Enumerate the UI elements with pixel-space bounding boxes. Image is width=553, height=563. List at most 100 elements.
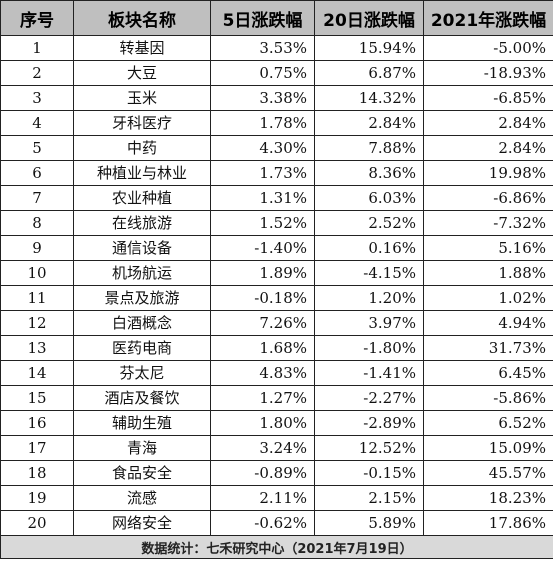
sector-name: 牙科医疗: [73, 110, 211, 136]
change-20d: -2.89%: [314, 410, 424, 436]
change-20d: 2.15%: [314, 485, 424, 511]
row-index: 15: [0, 385, 74, 411]
table-row: 7 农业种植 1.31% 6.03% -6.86%: [0, 185, 553, 211]
change-20d: -0.15%: [314, 460, 424, 486]
table-row: 12 白酒概念 7.26% 3.97% 4.94%: [0, 310, 553, 336]
sector-name: 芬太尼: [73, 360, 211, 386]
sector-name: 大豆: [73, 60, 211, 86]
change-20d: 6.03%: [314, 185, 424, 211]
change-2021: 19.98%: [423, 160, 553, 186]
change-5d: 1.80%: [210, 410, 315, 436]
change-5d: 1.73%: [210, 160, 315, 186]
change-20d: 8.36%: [314, 160, 424, 186]
change-2021: 2.84%: [423, 110, 553, 136]
row-index: 11: [0, 285, 74, 311]
row-index: 20: [0, 510, 74, 536]
table-row: 5 中药 4.30% 7.88% 2.84%: [0, 135, 553, 161]
change-2021: 5.16%: [423, 235, 553, 261]
sector-name: 医药电商: [73, 335, 211, 361]
sector-name: 转基因: [73, 35, 211, 61]
sector-name: 通信设备: [73, 235, 211, 261]
change-20d: 3.97%: [314, 310, 424, 336]
row-index: 19: [0, 485, 74, 511]
change-5d: 1.31%: [210, 185, 315, 211]
footer-row: 数据统计：七禾研究中心（2021年7月19日）: [0, 535, 553, 559]
change-2021: 31.73%: [423, 335, 553, 361]
header-2021-change: 2021年涨跌幅: [423, 0, 553, 36]
change-2021: 6.52%: [423, 410, 553, 436]
row-index: 2: [0, 60, 74, 86]
change-20d: 7.88%: [314, 135, 424, 161]
change-20d: -1.80%: [314, 335, 424, 361]
header-sector-name: 板块名称: [73, 0, 211, 36]
sector-name: 中药: [73, 135, 211, 161]
change-20d: -4.15%: [314, 260, 424, 286]
table-row: 16 辅助生殖 1.80% -2.89% 6.52%: [0, 410, 553, 436]
change-5d: -0.62%: [210, 510, 315, 536]
change-20d: 0.16%: [314, 235, 424, 261]
row-index: 6: [0, 160, 74, 186]
change-5d: 3.53%: [210, 35, 315, 61]
sector-name: 农业种植: [73, 185, 211, 211]
table-row: 17 青海 3.24% 12.52% 15.09%: [0, 435, 553, 461]
sector-name: 景点及旅游: [73, 285, 211, 311]
change-20d: -1.41%: [314, 360, 424, 386]
change-20d: 12.52%: [314, 435, 424, 461]
change-2021: 15.09%: [423, 435, 553, 461]
change-2021: -5.00%: [423, 35, 553, 61]
row-index: 1: [0, 35, 74, 61]
table-row: 3 玉米 3.38% 14.32% -6.85%: [0, 85, 553, 111]
table-row: 14 芬太尼 4.83% -1.41% 6.45%: [0, 360, 553, 386]
row-index: 17: [0, 435, 74, 461]
row-index: 3: [0, 85, 74, 111]
change-20d: -2.27%: [314, 385, 424, 411]
sector-name: 酒店及餐饮: [73, 385, 211, 411]
row-index: 10: [0, 260, 74, 286]
change-5d: 4.30%: [210, 135, 315, 161]
row-index: 14: [0, 360, 74, 386]
change-2021: 1.02%: [423, 285, 553, 311]
change-5d: -1.40%: [210, 235, 315, 261]
change-20d: 2.52%: [314, 210, 424, 236]
change-5d: 4.83%: [210, 360, 315, 386]
change-5d: 3.24%: [210, 435, 315, 461]
sector-name: 玉米: [73, 85, 211, 111]
change-20d: 6.87%: [314, 60, 424, 86]
sector-name: 在线旅游: [73, 210, 211, 236]
change-2021: 2.84%: [423, 135, 553, 161]
change-2021: 6.45%: [423, 360, 553, 386]
change-2021: 1.88%: [423, 260, 553, 286]
change-5d: 0.75%: [210, 60, 315, 86]
sector-name: 机场航运: [73, 260, 211, 286]
row-index: 5: [0, 135, 74, 161]
change-2021: -5.86%: [423, 385, 553, 411]
table-row: 2 大豆 0.75% 6.87% -18.93%: [0, 60, 553, 86]
table-row: 8 在线旅游 1.52% 2.52% -7.32%: [0, 210, 553, 236]
table-footer: 数据统计：七禾研究中心（2021年7月19日）: [0, 535, 553, 559]
row-index: 4: [0, 110, 74, 136]
change-5d: 1.89%: [210, 260, 315, 286]
row-index: 8: [0, 210, 74, 236]
table-row: 20 网络安全 -0.62% 5.89% 17.86%: [0, 510, 553, 536]
change-2021: -18.93%: [423, 60, 553, 86]
table-row: 19 流感 2.11% 2.15% 18.23%: [0, 485, 553, 511]
table-row: 13 医药电商 1.68% -1.80% 31.73%: [0, 335, 553, 361]
table-row: 18 食品安全 -0.89% -0.15% 45.57%: [0, 460, 553, 486]
header-5d-change: 5日涨跌幅: [210, 0, 315, 36]
change-2021: -6.85%: [423, 85, 553, 111]
table-header: 序号 板块名称 5日涨跌幅 20日涨跌幅 2021年涨跌幅: [0, 0, 553, 36]
table-body: 1 转基因 3.53% 15.94% -5.00% 2 大豆 0.75% 6.87% -18.93…: [0, 35, 553, 536]
row-index: 7: [0, 185, 74, 211]
change-20d: 5.89%: [314, 510, 424, 536]
sector-name: 白酒概念: [73, 310, 211, 336]
change-5d: 7.26%: [210, 310, 315, 336]
data-source-note: 数据统计：七禾研究中心（2021年7月19日）: [0, 535, 553, 559]
change-5d: 1.78%: [210, 110, 315, 136]
change-20d: 15.94%: [314, 35, 424, 61]
row-index: 16: [0, 410, 74, 436]
change-20d: 1.20%: [314, 285, 424, 311]
sector-name: 青海: [73, 435, 211, 461]
sector-name: 辅助生殖: [73, 410, 211, 436]
row-index: 18: [0, 460, 74, 486]
